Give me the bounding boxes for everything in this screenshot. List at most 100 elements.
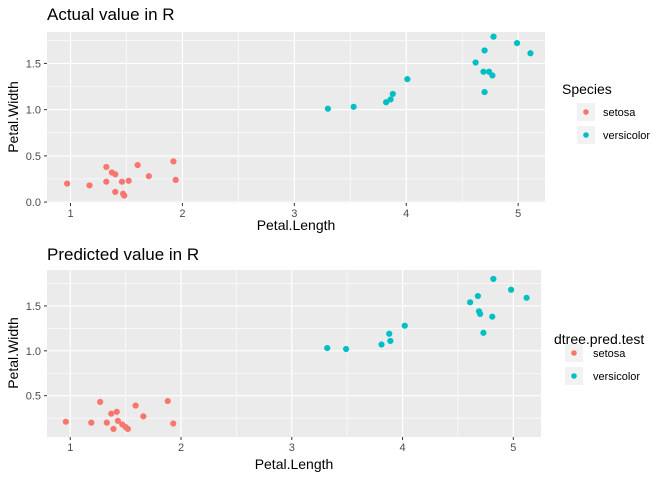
plot-actual: Actual value in R 1 2 3 4 5 0.0 0.5 1.0 1.5 Pet… — [5, 5, 650, 233]
data-point-setosa — [140, 413, 147, 420]
data-point-versicolor — [480, 329, 487, 336]
data-point-setosa — [88, 419, 95, 426]
legend: Species setosa versicolor — [562, 81, 650, 144]
data-point-setosa — [125, 177, 132, 184]
data-point-setosa — [112, 171, 119, 178]
data-point-setosa — [121, 192, 128, 199]
legend-key-versicolor — [571, 373, 577, 379]
data-point-setosa — [124, 425, 131, 433]
data-point-versicolor — [342, 345, 350, 353]
data-point-versicolor — [481, 88, 488, 96]
data-point-setosa — [103, 178, 110, 185]
x-tick-label: 3 — [289, 442, 295, 454]
data-point-versicolor — [401, 322, 408, 329]
data-point-versicolor — [350, 103, 357, 110]
data-point-versicolor — [467, 299, 474, 306]
data-point-versicolor — [490, 33, 497, 40]
y-tick-label: 0.0 — [26, 197, 41, 209]
data-point-versicolor — [404, 76, 411, 83]
grid-lines — [47, 270, 541, 437]
plot-panel — [47, 32, 545, 203]
y-axis-ticks: 0.0 0.5 1.0 1.5 — [26, 58, 47, 209]
data-point-versicolor — [490, 275, 497, 283]
legend-key-setosa — [571, 350, 577, 356]
legend-key-versicolor — [583, 132, 589, 138]
y-tick-label: 1.0 — [26, 105, 41, 117]
x-tick-label: 5 — [515, 208, 521, 220]
legend-label-versicolor: versicolor — [593, 371, 640, 383]
data-point-setosa — [86, 182, 93, 189]
data-point-setosa — [172, 176, 179, 183]
data-point-setosa — [64, 180, 71, 187]
y-axis-title: Petal.Width — [5, 317, 21, 389]
data-point-versicolor — [378, 341, 385, 348]
plot-panel — [47, 270, 541, 437]
data-point-versicolor — [513, 39, 521, 47]
data-points — [64, 33, 534, 199]
legend: dtree.pred.test setosa versicolor — [554, 331, 644, 385]
data-point-versicolor — [386, 330, 393, 337]
data-point-versicolor — [387, 337, 394, 345]
data-point-versicolor — [507, 286, 515, 293]
legend-label-setosa: setosa — [593, 348, 626, 360]
y-tick-label: 0.5 — [26, 391, 41, 403]
plot-title: Actual value in R — [47, 5, 175, 24]
y-axis-ticks: 0.5 1.0 1.5 — [26, 301, 47, 403]
data-point-versicolor — [489, 72, 496, 79]
y-tick-label: 1.5 — [26, 58, 41, 70]
plot-title: Predicted value in R — [47, 245, 199, 264]
x-tick-label: 2 — [178, 442, 184, 454]
data-point-setosa — [145, 173, 152, 180]
grid-lines — [47, 32, 545, 203]
legend-label-setosa: setosa — [603, 107, 636, 119]
data-point-setosa — [112, 188, 119, 196]
data-point-setosa — [114, 417, 121, 424]
y-axis-title: Petal.Width — [5, 81, 21, 153]
data-point-setosa — [132, 402, 139, 409]
data-point-setosa — [103, 419, 110, 426]
data-point-versicolor — [324, 345, 331, 352]
data-point-versicolor — [476, 310, 484, 318]
legend-label-versicolor: versicolor — [603, 130, 650, 142]
data-point-setosa — [108, 410, 115, 417]
data-point-setosa — [103, 163, 110, 171]
x-axis-title: Petal.Length — [255, 456, 334, 472]
x-tick-label: 4 — [399, 442, 405, 454]
data-point-versicolor — [324, 105, 331, 112]
data-point-versicolor — [472, 59, 479, 66]
data-point-versicolor — [474, 292, 481, 300]
data-point-setosa — [62, 418, 69, 425]
data-point-setosa — [170, 420, 177, 427]
data-point-versicolor — [527, 50, 534, 57]
data-point-versicolor — [480, 68, 487, 75]
data-point-versicolor — [389, 90, 396, 98]
x-tick-label: 1 — [67, 208, 73, 220]
legend-key-setosa — [583, 109, 589, 115]
data-point-versicolor — [523, 294, 530, 301]
legend-title: Species — [562, 81, 612, 97]
data-point-versicolor — [387, 96, 394, 103]
data-point-setosa — [134, 162, 141, 169]
x-tick-label: 5 — [510, 442, 516, 454]
data-point-setosa — [170, 158, 177, 165]
data-point-setosa — [97, 398, 104, 406]
x-axis-ticks: 1 2 3 4 5 — [67, 203, 521, 220]
y-tick-label: 1.5 — [26, 301, 41, 313]
legend-title: dtree.pred.test — [554, 331, 644, 347]
y-tick-label: 1.0 — [26, 346, 41, 358]
x-tick-label: 3 — [291, 208, 297, 220]
data-point-versicolor — [481, 47, 488, 54]
x-axis-title: Petal.Length — [257, 217, 336, 233]
data-point-setosa — [110, 425, 117, 433]
data-point-versicolor — [489, 313, 496, 320]
data-points — [62, 275, 530, 433]
x-tick-label: 2 — [179, 208, 185, 220]
data-point-versicolor — [382, 99, 390, 106]
data-point-setosa — [118, 178, 126, 185]
data-point-setosa — [164, 397, 171, 405]
x-tick-label: 1 — [67, 442, 73, 454]
x-axis-ticks: 1 2 3 4 5 — [67, 437, 516, 454]
x-tick-label: 4 — [403, 208, 409, 220]
y-tick-label: 0.5 — [26, 151, 41, 163]
